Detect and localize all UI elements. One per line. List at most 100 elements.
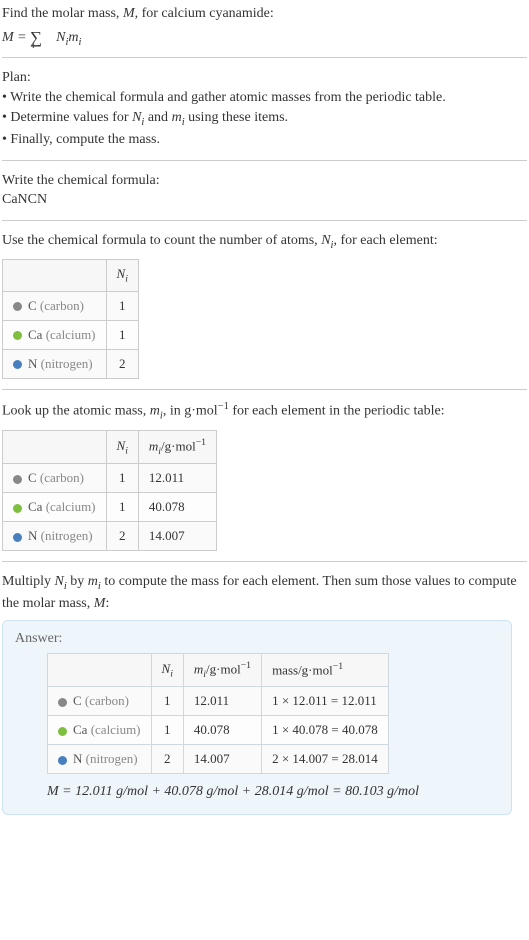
dot-icon — [58, 698, 67, 707]
dot-icon — [13, 475, 22, 484]
mult-end: : — [105, 596, 109, 611]
hdr-n-sym: N — [117, 438, 126, 453]
dot-icon — [58, 756, 67, 765]
chem-title: Write the chemical formula: — [2, 171, 527, 191]
elem-name: (calcium) — [91, 722, 141, 737]
hdr-n-sub: i — [170, 668, 173, 679]
intro-var: M — [123, 6, 135, 21]
dot-icon — [13, 302, 22, 311]
m-cell: 40.078 — [138, 492, 216, 521]
hdr-ni: Ni — [106, 260, 138, 292]
answer-inner: Ni mi/g·mol−1 mass/g·mol−1 C (carbon) 1 … — [15, 653, 499, 800]
dot-icon — [13, 331, 22, 340]
multiply-section: Multiply Ni by mi to compute the mass fo… — [2, 572, 527, 815]
hdr-m-mid: /g·mol — [206, 661, 241, 676]
elem-sym: Ca — [28, 327, 42, 342]
elem-name: (nitrogen) — [41, 528, 93, 543]
hdr-m-sup: −1 — [196, 437, 206, 448]
elem-sym: N — [28, 356, 37, 371]
atomic-post: for each element in the periodic table: — [229, 404, 445, 419]
hdr-blank — [48, 654, 152, 687]
m-cell: 14.007 — [138, 521, 216, 550]
table-row: N (nitrogen) 2 14.007 — [3, 521, 217, 550]
count-section: Use the chemical formula to count the nu… — [2, 231, 527, 379]
elem-name: (calcium) — [46, 327, 96, 342]
plan-b3: • Finally, compute the mass. — [2, 130, 527, 150]
multiply-intro: Multiply Ni by mi to compute the mass fo… — [2, 572, 527, 614]
hdr-n-sub: i — [125, 445, 128, 456]
elem-name: (carbon) — [85, 693, 129, 708]
plan-b2-pre: • Determine values for — [2, 110, 132, 125]
answer-table: Ni mi/g·mol−1 mass/g·mol−1 C (carbon) 1 … — [47, 653, 389, 774]
divider — [2, 220, 527, 221]
table-row: Ca (calcium) 1 40.078 — [3, 492, 217, 521]
plan-b2-mid: and — [144, 110, 171, 125]
m-cell: 12.011 — [183, 686, 261, 715]
final-rest: = 12.011 g/mol + 40.078 g/mol + 28.014 g… — [59, 784, 419, 799]
n-cell: 2 — [106, 521, 138, 550]
elem-sym: Ca — [73, 722, 87, 737]
hdr-n-sym: N — [162, 661, 171, 676]
intro-formula: M = ∑ i Nimi — [2, 26, 527, 48]
elem-sym: C — [28, 298, 37, 313]
equals: = — [17, 30, 30, 45]
intro-post: , for calcium cyanamide: — [135, 6, 274, 21]
n-cell: 2 — [106, 349, 138, 378]
divider — [2, 160, 527, 161]
n-cell: 2 — [151, 744, 183, 773]
mass-cell: 1 × 12.011 = 12.011 — [262, 686, 389, 715]
elem-cell: N (nitrogen) — [48, 744, 152, 773]
intro-pre: Find the molar mass, — [2, 6, 123, 21]
plan-b1: • Write the chemical formula and gather … — [2, 88, 527, 108]
atomic-pre: Look up the atomic mass, — [2, 404, 150, 419]
elem-name: (nitrogen) — [41, 356, 93, 371]
m-cell: 12.011 — [138, 463, 216, 492]
mass-cell: 2 × 14.007 = 28.014 — [262, 744, 389, 773]
chem-formula: CaNCN — [2, 190, 527, 210]
atomic-mid: , in g·mol — [163, 404, 218, 419]
table-row: C (carbon) 1 — [3, 291, 139, 320]
elem-name: (nitrogen) — [86, 751, 138, 766]
m-cell: 40.078 — [183, 715, 261, 744]
table-row: C (carbon) 1 12.011 1 × 12.011 = 12.011 — [48, 686, 389, 715]
elem-name: (calcium) — [46, 499, 96, 514]
plan-b2-m: m — [172, 110, 182, 125]
mult-m: m — [88, 574, 98, 589]
hdr-blank — [3, 260, 107, 292]
hdr-mi: mi/g·mol−1 — [183, 654, 261, 687]
elem-cell: Ca (calcium) — [3, 492, 107, 521]
hdr-mass: mass/g·mol−1 — [262, 654, 389, 687]
final-equation: M = 12.011 g/mol + 40.078 g/mol + 28.014… — [47, 784, 499, 800]
table-row: N (nitrogen) 2 14.007 2 × 14.007 = 28.01… — [48, 744, 389, 773]
table-row: Ca (calcium) 1 40.078 1 × 40.078 = 40.07… — [48, 715, 389, 744]
divider — [2, 561, 527, 562]
answer-box: Answer: Ni mi/g·mol−1 mass/g·mol−1 C (ca… — [2, 620, 512, 815]
atomic-sup: −1 — [218, 401, 229, 412]
table-row: N (nitrogen) 2 — [3, 349, 139, 378]
hdr-ni: Ni — [106, 431, 138, 464]
hdr-blank — [3, 431, 107, 464]
hdr-mass-sup: −1 — [333, 661, 343, 672]
hdr-mass-pre: mass/g·mol — [272, 663, 333, 678]
answer-label: Answer: — [15, 631, 499, 647]
mult-n: N — [55, 574, 64, 589]
hdr-n-sub: i — [125, 274, 128, 285]
atomic-var: m — [150, 404, 160, 419]
table-header-row: Ni mi/g·mol−1 mass/g·mol−1 — [48, 654, 389, 687]
plan-b2: • Determine values for Ni and mi using t… — [2, 108, 527, 130]
formula-ni: Nimi — [56, 30, 81, 45]
atomic-intro: Look up the atomic mass, mi, in g·mol−1 … — [2, 400, 527, 424]
n-cell: 1 — [106, 463, 138, 492]
dot-icon — [13, 504, 22, 513]
intro-section: Find the molar mass, M, for calcium cyan… — [2, 4, 527, 47]
elem-cell: N (nitrogen) — [3, 521, 107, 550]
m-cell: 14.007 — [183, 744, 261, 773]
elem-sym: Ca — [28, 499, 42, 514]
atomic-table: Ni mi/g·mol−1 C (carbon) 1 12.011 Ca (ca… — [2, 430, 217, 551]
divider — [2, 57, 527, 58]
hdr-m-sup: −1 — [241, 660, 251, 671]
elem-cell: Ca (calcium) — [3, 320, 107, 349]
count-intro: Use the chemical formula to count the nu… — [2, 231, 527, 253]
elem-sym: N — [28, 528, 37, 543]
hdr-m-mid: /g·mol — [161, 438, 196, 453]
